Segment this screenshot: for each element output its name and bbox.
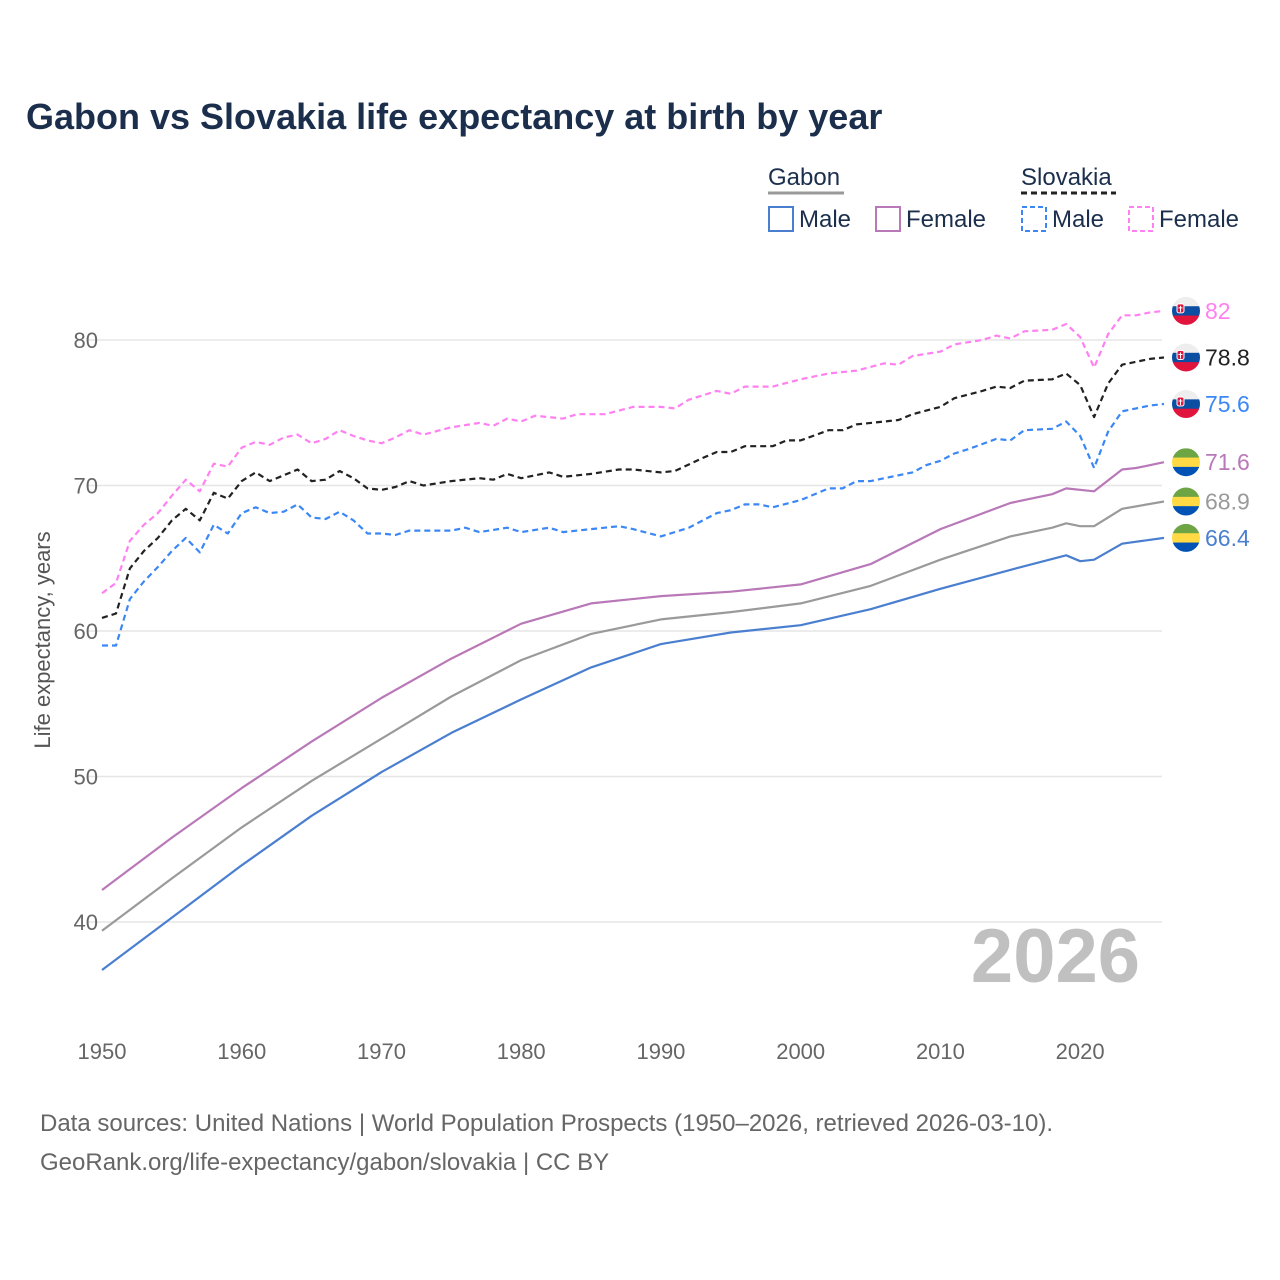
legend-group-slovakia: Slovakia <box>1021 164 1112 191</box>
x-tick-label: 1950 <box>78 1039 127 1064</box>
series-line-slovakia-total <box>101 356 1165 619</box>
legend-swatch-gabon-male <box>768 206 794 232</box>
end-value-label: 75.6 <box>1205 391 1250 417</box>
legend-gabon-male: Male <box>799 206 851 233</box>
series-line-gabon-male <box>101 536 1165 971</box>
slovakia-flag-icon <box>1172 343 1200 372</box>
series-line-gabon-total <box>101 500 1165 932</box>
legend: Gabon Male Female Slovakia Male Female <box>768 164 1239 233</box>
end-value-label: 71.6 <box>1205 449 1250 475</box>
legend-group-gabon: Gabon <box>768 164 840 191</box>
footer-attribution[interactable]: GeoRank.org/life-expectancy/gabon/slovak… <box>40 1149 609 1176</box>
x-tick-label: 2010 <box>916 1039 965 1064</box>
x-tick-label: 1960 <box>217 1039 266 1064</box>
gabon-flag-icon <box>1172 448 1200 477</box>
end-value-label: 78.8 <box>1205 344 1250 370</box>
y-tick-label: 80 <box>74 328 98 353</box>
series-line-slovakia-male <box>102 402 1165 647</box>
series-line-slovakia-female <box>101 309 1165 595</box>
gabon-flag-icon <box>1172 487 1200 516</box>
x-tick-label: 1980 <box>497 1039 546 1064</box>
slovakia-flag-icon <box>1172 296 1200 325</box>
legend-slovakia-male: Male <box>1052 206 1104 233</box>
end-value-label: 66.4 <box>1205 525 1250 551</box>
x-axis-ticks: 1950 1960 1970 1980 1990 2000 2010 2020 <box>78 1039 1105 1064</box>
series-line-gabon-female <box>101 461 1165 891</box>
series-lines <box>101 309 1165 971</box>
end-value-label: 82 <box>1205 298 1231 324</box>
y-axis-ticks: 40 50 60 70 80 <box>74 328 98 935</box>
footer-source: Data sources: United Nations | World Pop… <box>40 1110 1053 1137</box>
gridlines <box>88 339 1162 923</box>
y-tick-label: 50 <box>74 765 98 790</box>
end-value-label: 68.9 <box>1205 489 1250 515</box>
year-watermark: 2026 <box>971 914 1140 999</box>
y-axis-label: Life expectancy, years <box>30 531 55 748</box>
x-tick-label: 2000 <box>776 1039 825 1064</box>
legend-gabon-female: Female <box>906 206 986 233</box>
chart-title: Gabon vs Slovakia life expectancy at bir… <box>26 96 882 137</box>
legend-swatch-gabon-female <box>875 206 901 232</box>
x-tick-label: 2020 <box>1056 1039 1105 1064</box>
legend-swatch-slovakia-male <box>1021 206 1047 232</box>
x-tick-label: 1990 <box>636 1039 685 1064</box>
x-tick-label: 1970 <box>357 1039 406 1064</box>
end-labels: 82 78.8 75.6 71.6 68.9 66.4 <box>1172 296 1250 552</box>
y-tick-label: 40 <box>74 910 98 935</box>
y-tick-label: 70 <box>74 474 98 499</box>
y-tick-label: 60 <box>74 619 98 644</box>
slovakia-flag-icon <box>1172 390 1200 419</box>
legend-swatch-slovakia-female <box>1128 206 1154 232</box>
legend-slovakia-female: Female <box>1159 206 1239 233</box>
gabon-flag-icon <box>1172 523 1200 552</box>
